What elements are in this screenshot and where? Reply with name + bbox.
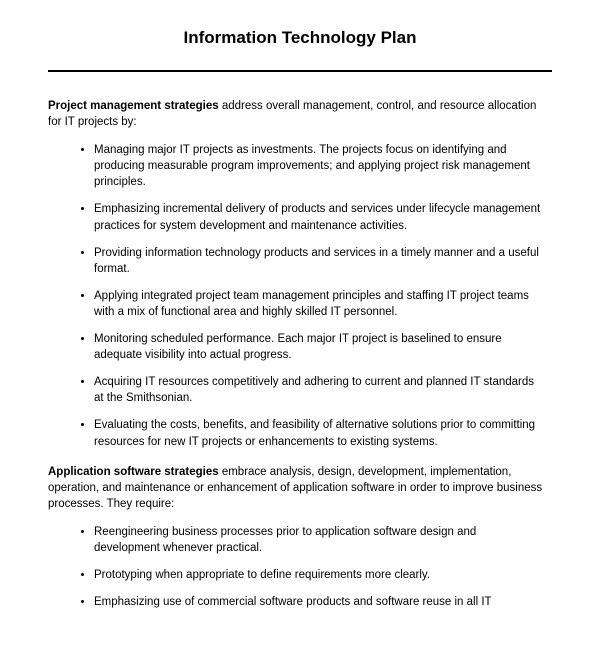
- list-item: Emphasizing incremental delivery of prod…: [94, 201, 552, 233]
- list-item: Managing major IT projects as investment…: [94, 142, 552, 190]
- list-item: Reengineering business processes prior t…: [94, 524, 552, 556]
- section1-bullets: Managing major IT projects as investment…: [48, 142, 552, 449]
- section2-intro: Application software strategies embrace …: [48, 464, 552, 512]
- list-item: Providing information technology product…: [94, 245, 552, 277]
- section2-bullets: Reengineering business processes prior t…: [48, 524, 552, 610]
- section1-lead: Project management strategies: [48, 100, 219, 112]
- list-item: Acquiring IT resources competitively and…: [94, 374, 552, 406]
- list-item: Emphasizing use of commercial software p…: [94, 594, 552, 610]
- list-item: Prototyping when appropriate to define r…: [94, 567, 552, 583]
- list-item: Applying integrated project team managem…: [94, 288, 552, 320]
- page-title: Information Technology Plan: [48, 28, 552, 48]
- section1-intro: Project management strategies address ov…: [48, 98, 552, 130]
- list-item: Monitoring scheduled performance. Each m…: [94, 331, 552, 363]
- list-item: Evaluating the costs, benefits, and feas…: [94, 417, 552, 449]
- section2-lead: Application software strategies: [48, 466, 219, 478]
- divider: [48, 70, 552, 72]
